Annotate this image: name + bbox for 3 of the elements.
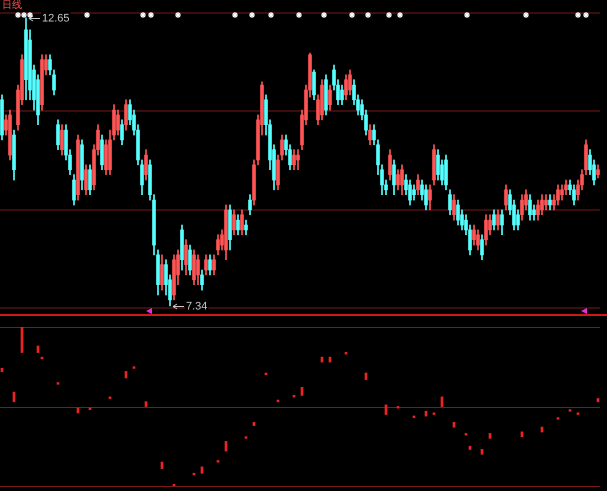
annotation: 7.34 [186,300,208,313]
annotation: 12.65 [42,12,70,25]
chart-title: 日线 [2,0,22,11]
